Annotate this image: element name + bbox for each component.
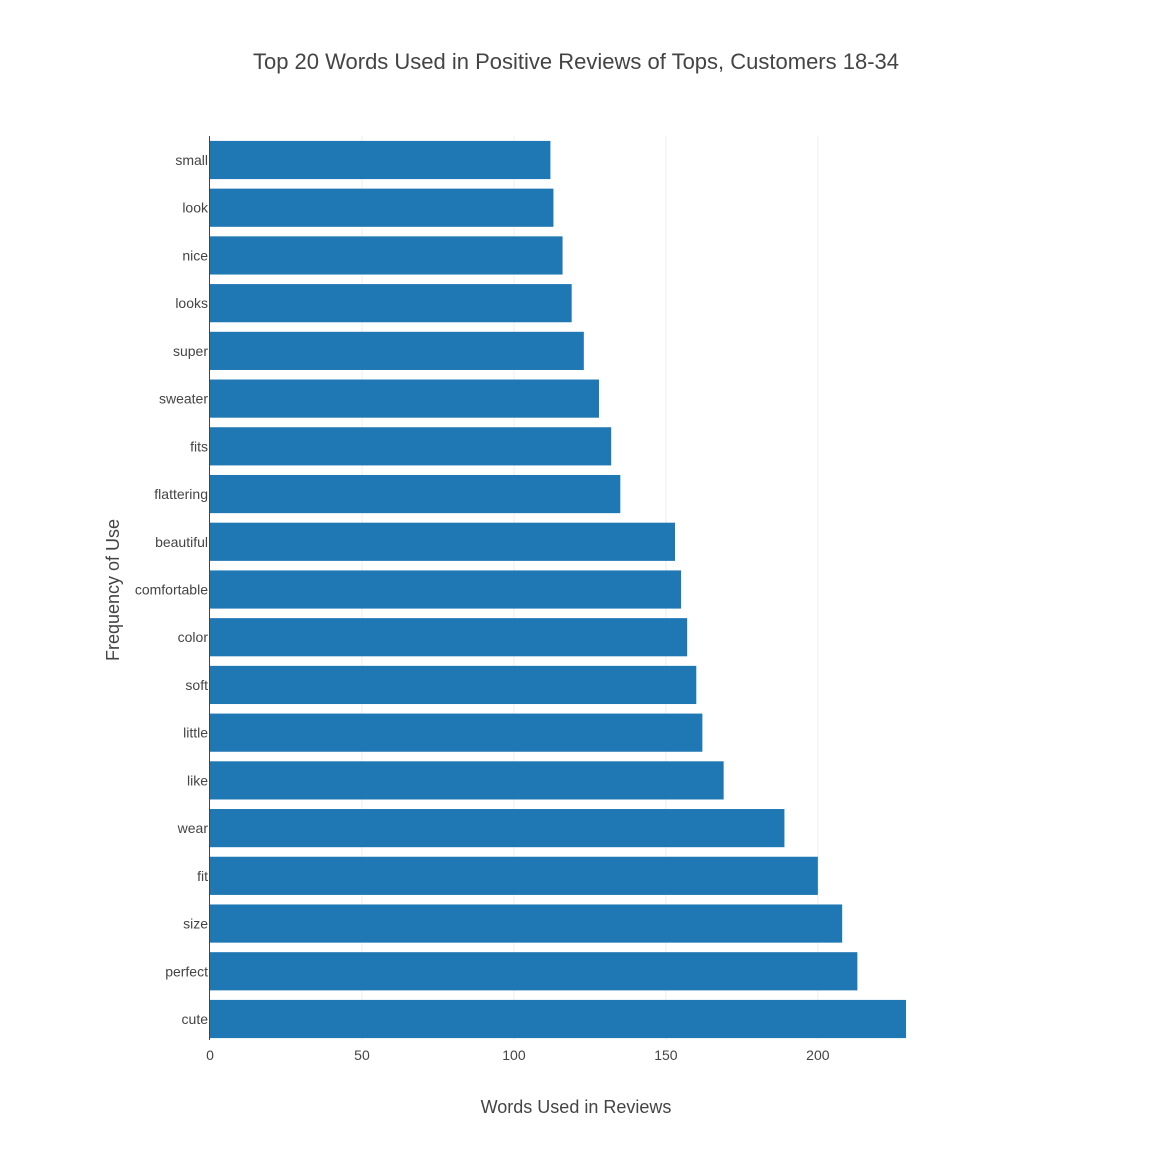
bar	[210, 904, 843, 943]
y-tick-label: size	[183, 916, 208, 932]
bar	[210, 379, 600, 418]
y-tick-label: soft	[185, 677, 208, 693]
y-tick-label: comfortable	[135, 582, 208, 598]
bar	[210, 522, 676, 561]
bar	[210, 236, 563, 275]
bar	[210, 999, 906, 1039]
x-tick-label: 0	[206, 1047, 214, 1063]
bar	[210, 284, 572, 323]
y-axis-title: Frequency of Use	[103, 519, 123, 661]
bar	[210, 713, 703, 752]
bar	[210, 665, 697, 705]
bar	[210, 140, 551, 180]
x-tick-label: 200	[806, 1047, 830, 1063]
bar	[210, 618, 688, 657]
y-tick-label: like	[187, 772, 208, 788]
y-tick-label: sweater	[159, 391, 208, 407]
y-tick-label: look	[182, 200, 209, 216]
bars	[210, 140, 906, 1039]
y-tick-label: flattering	[154, 486, 208, 502]
y-tick-label: beautiful	[155, 534, 208, 550]
y-tick-label: small	[175, 152, 208, 168]
x-tick-label: 100	[502, 1047, 526, 1063]
bar	[210, 474, 621, 514]
bar	[210, 952, 858, 991]
y-tick-label: perfect	[165, 963, 208, 979]
y-tick-label: fits	[190, 438, 208, 454]
x-axis-title: Words Used in Reviews	[481, 1097, 672, 1117]
x-tick-label: 150	[654, 1047, 678, 1063]
x-tick-label: 50	[354, 1047, 370, 1063]
bar	[210, 761, 724, 800]
bar	[210, 856, 818, 895]
y-tick-label: wear	[177, 820, 209, 836]
y-tick-label: nice	[182, 247, 208, 263]
chart-title: Top 20 Words Used in Positive Reviews of…	[253, 49, 899, 74]
y-tick-label: fit	[197, 868, 208, 884]
bar	[210, 188, 554, 227]
bar	[210, 427, 612, 466]
bar	[210, 809, 785, 848]
x-tick-labels: 0 50 100 150 200	[206, 1047, 830, 1063]
y-tick-label: little	[183, 725, 208, 741]
y-tick-label: looks	[175, 295, 208, 311]
bar	[210, 570, 682, 609]
y-tick-label: cute	[182, 1011, 209, 1027]
bar	[210, 331, 584, 370]
y-tick-label: color	[178, 629, 209, 645]
y-tick-labels: small look nice looks super sweater fits flatte…	[135, 152, 209, 1027]
y-tick-label: super	[173, 343, 208, 359]
